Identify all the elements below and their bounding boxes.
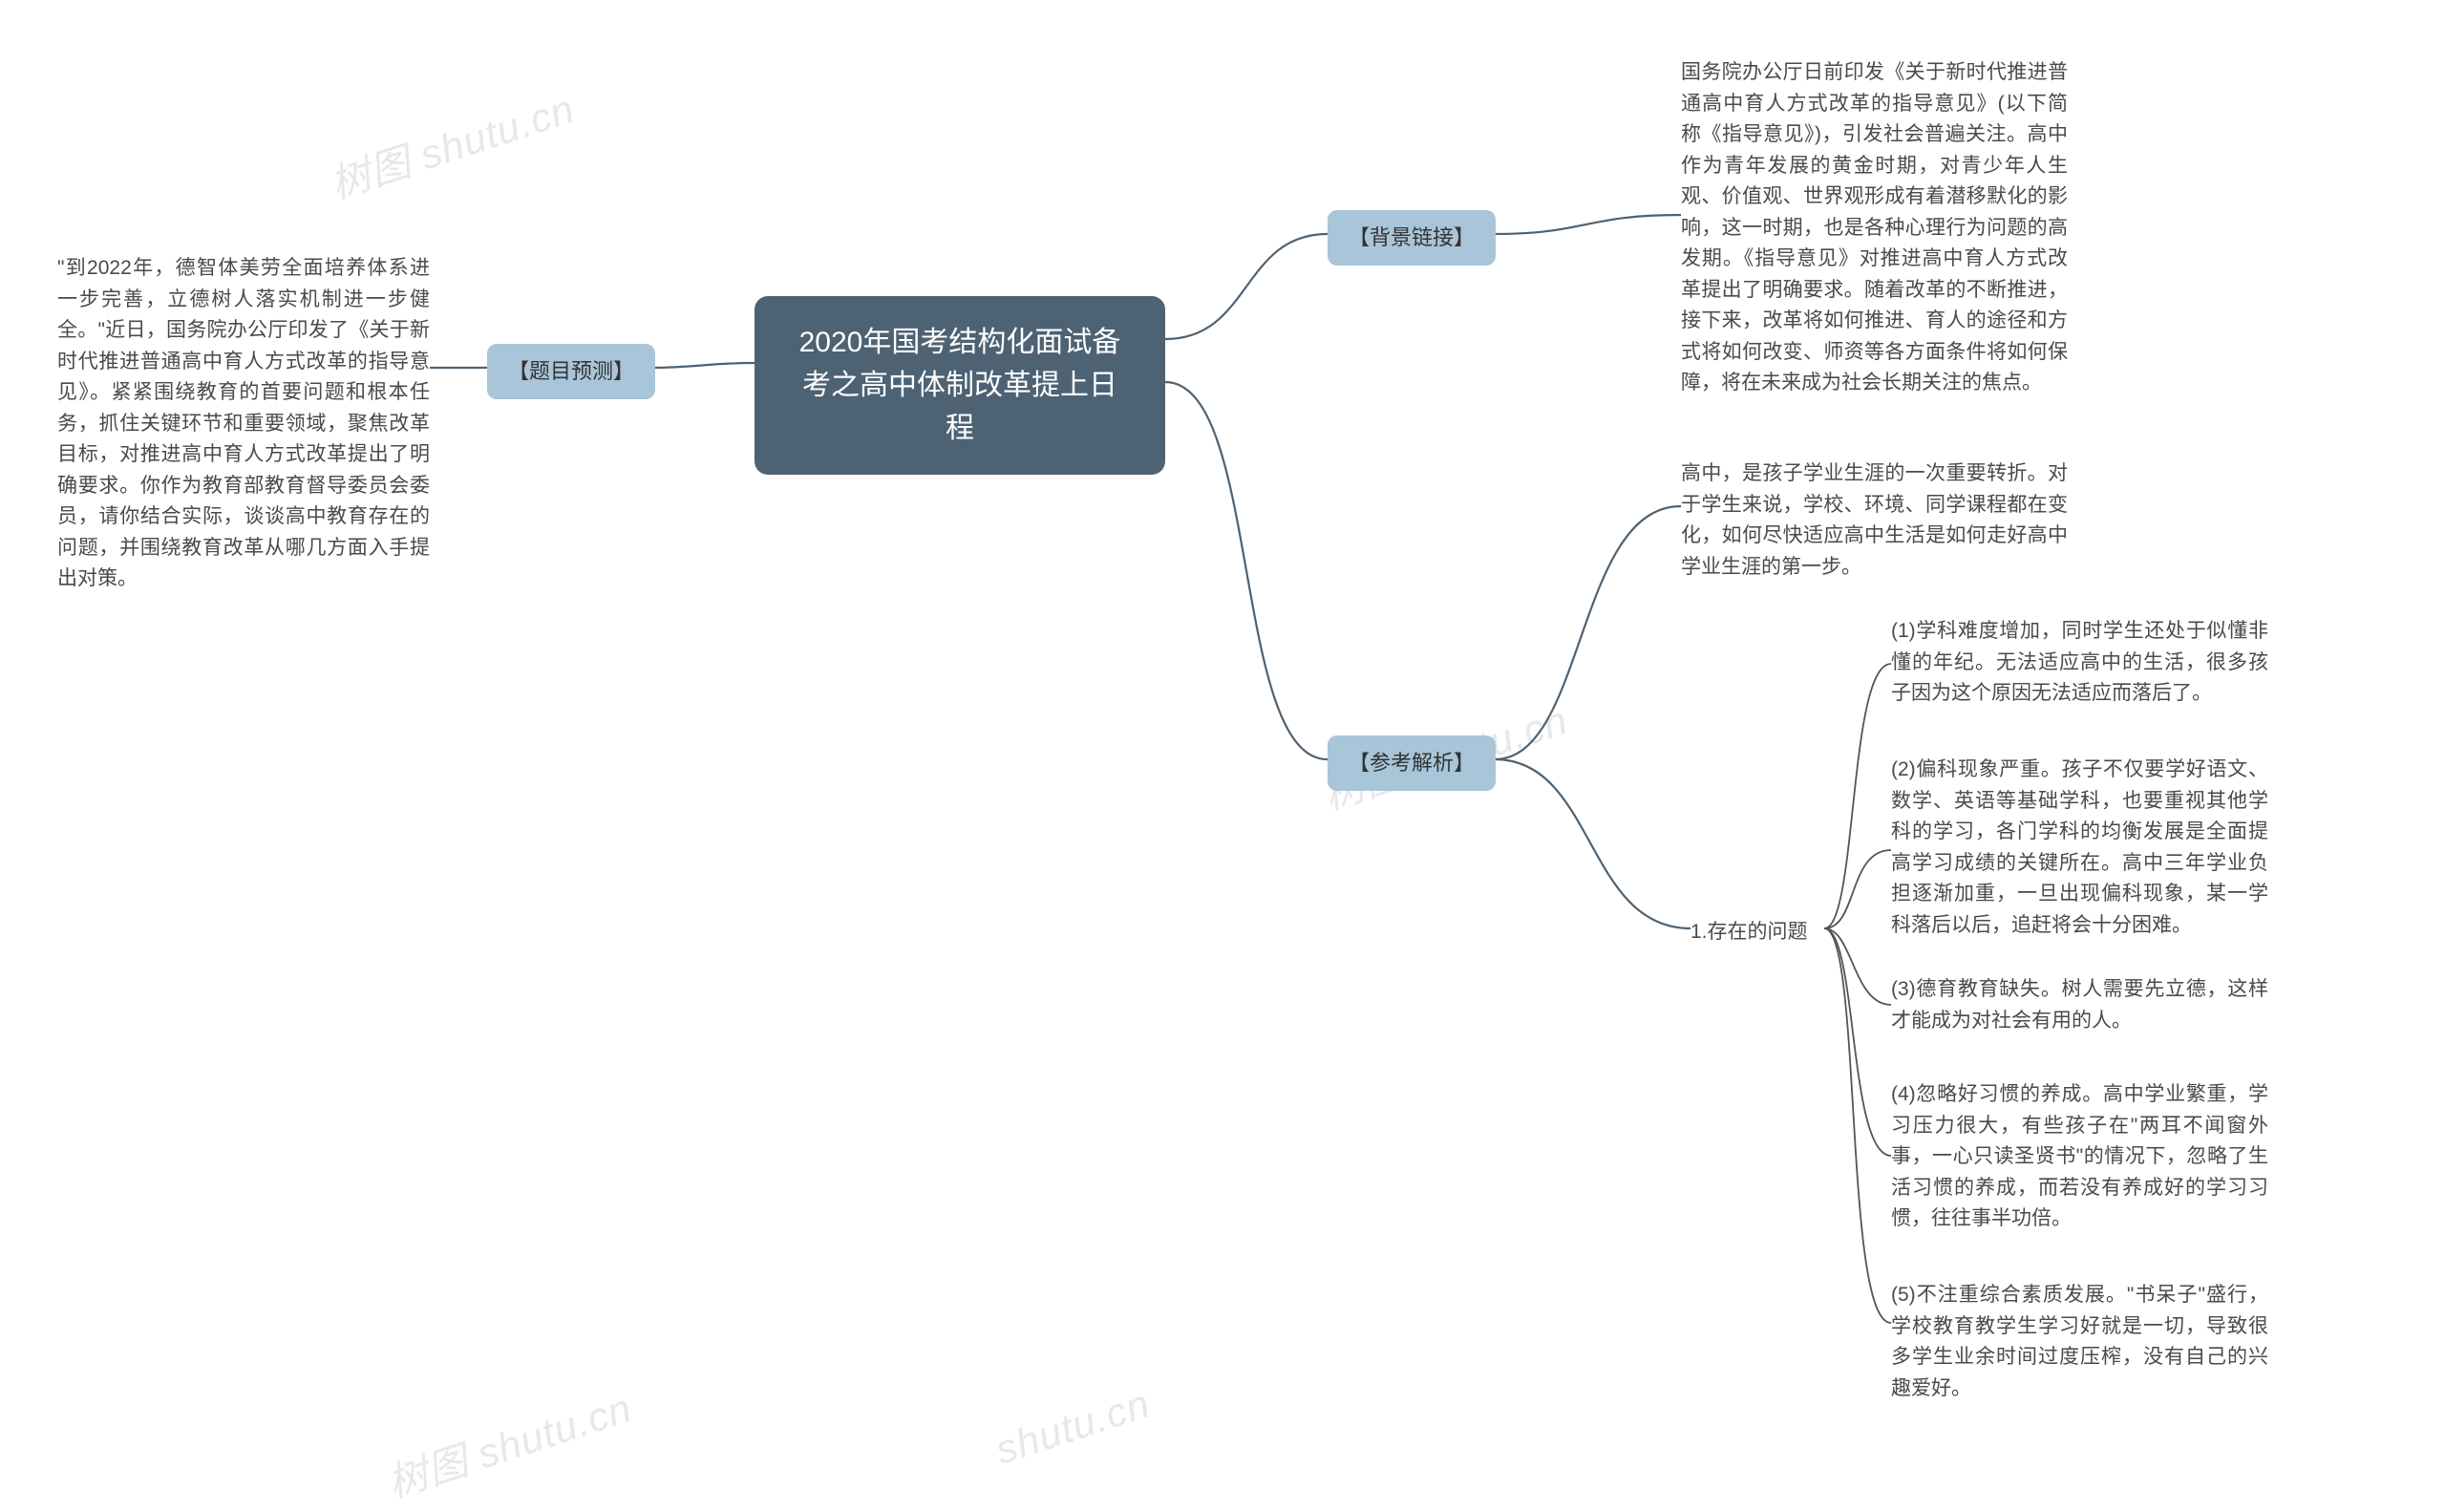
center-topic: 2020年国考结构化面试备 考之高中体制改革提上日 程 <box>755 296 1165 475</box>
branch-background-label: 【背景链接】 <box>1349 225 1475 249</box>
branch-prediction-label: 【题目预测】 <box>508 359 634 383</box>
problem-4: (4)忽略好习惯的养成。高中学业繁重，学习压力很大，有些孩子在"两耳不闻窗外事，… <box>1891 1079 2268 1235</box>
watermark: 树图 shutu.cn <box>379 1375 638 1509</box>
branch-prediction: 【题目预测】 <box>487 344 655 399</box>
center-line2: 考之高中体制改革提上日 <box>802 370 1117 401</box>
problem-3: (3)德育教育缺失。树人需要先立德，这样才能成为对社会有用的人。 <box>1891 974 2268 1036</box>
watermark: 树图 shutu.cn <box>322 76 581 210</box>
problem-1: (1)学科难度增加，同时学生还处于似懂非懂的年纪。无法适应高中的生活，很多孩子因… <box>1891 616 2268 710</box>
leaf-reference-intro: 高中，是孩子学业生涯的一次重要转折。对于学生来说，学校、环境、同学课程都在变化，… <box>1681 458 2068 583</box>
leaf-prediction-content: "到2022年，德智体美劳全面培养体系进一步完善，立德树人落实机制进一步健全。"… <box>57 253 430 595</box>
leaf-background-content: 国务院办公厅日前印发《关于新时代推进普通高中育人方式改革的指导意见》(以下简称《… <box>1681 57 2068 399</box>
problem-5: (5)不注重综合素质发展。"书呆子"盛行，学校教育教学生学习好就是一切，导致很多… <box>1891 1280 2268 1404</box>
watermark: shutu.cn <box>990 1380 1156 1473</box>
problems-label: 1.存在的问题 <box>1690 917 1808 948</box>
branch-reference-label: 【参考解析】 <box>1349 751 1475 775</box>
branch-background: 【背景链接】 <box>1328 210 1496 266</box>
center-line1: 2020年国考结构化面试备 <box>799 327 1121 358</box>
branch-reference: 【参考解析】 <box>1328 735 1496 791</box>
center-line3: 程 <box>946 413 974 444</box>
problem-2: (2)偏科现象严重。孩子不仅要学好语文、数学、英语等基础学科，也要重视其他学科的… <box>1891 755 2268 941</box>
